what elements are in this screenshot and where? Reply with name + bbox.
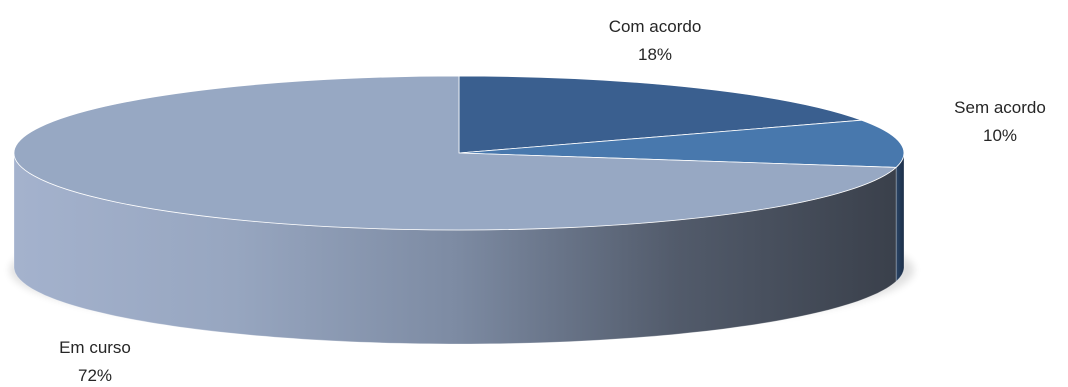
- slice-label-em-curso-name: Em curso: [59, 338, 131, 357]
- slice-em-curso: [13, 75, 898, 231]
- pie-labels: Com acordo 18% Sem acordo 10% Em curso 7…: [59, 17, 1046, 385]
- slice-label-em-curso-value: 72%: [78, 366, 112, 385]
- slice-label-sem-acordo-value: 10%: [983, 126, 1017, 145]
- slice-label-sem-acordo-name: Sem acordo: [954, 98, 1046, 117]
- slice-side-sem-acordo: [895, 153, 905, 283]
- slice-sem-acordo: [458, 119, 905, 168]
- slice-label-com-acordo-name: Com acordo: [609, 17, 702, 36]
- pie-tops: [13, 75, 905, 231]
- slice-com-acordo: [458, 75, 862, 154]
- slice-label-com-acordo-value: 18%: [638, 45, 672, 64]
